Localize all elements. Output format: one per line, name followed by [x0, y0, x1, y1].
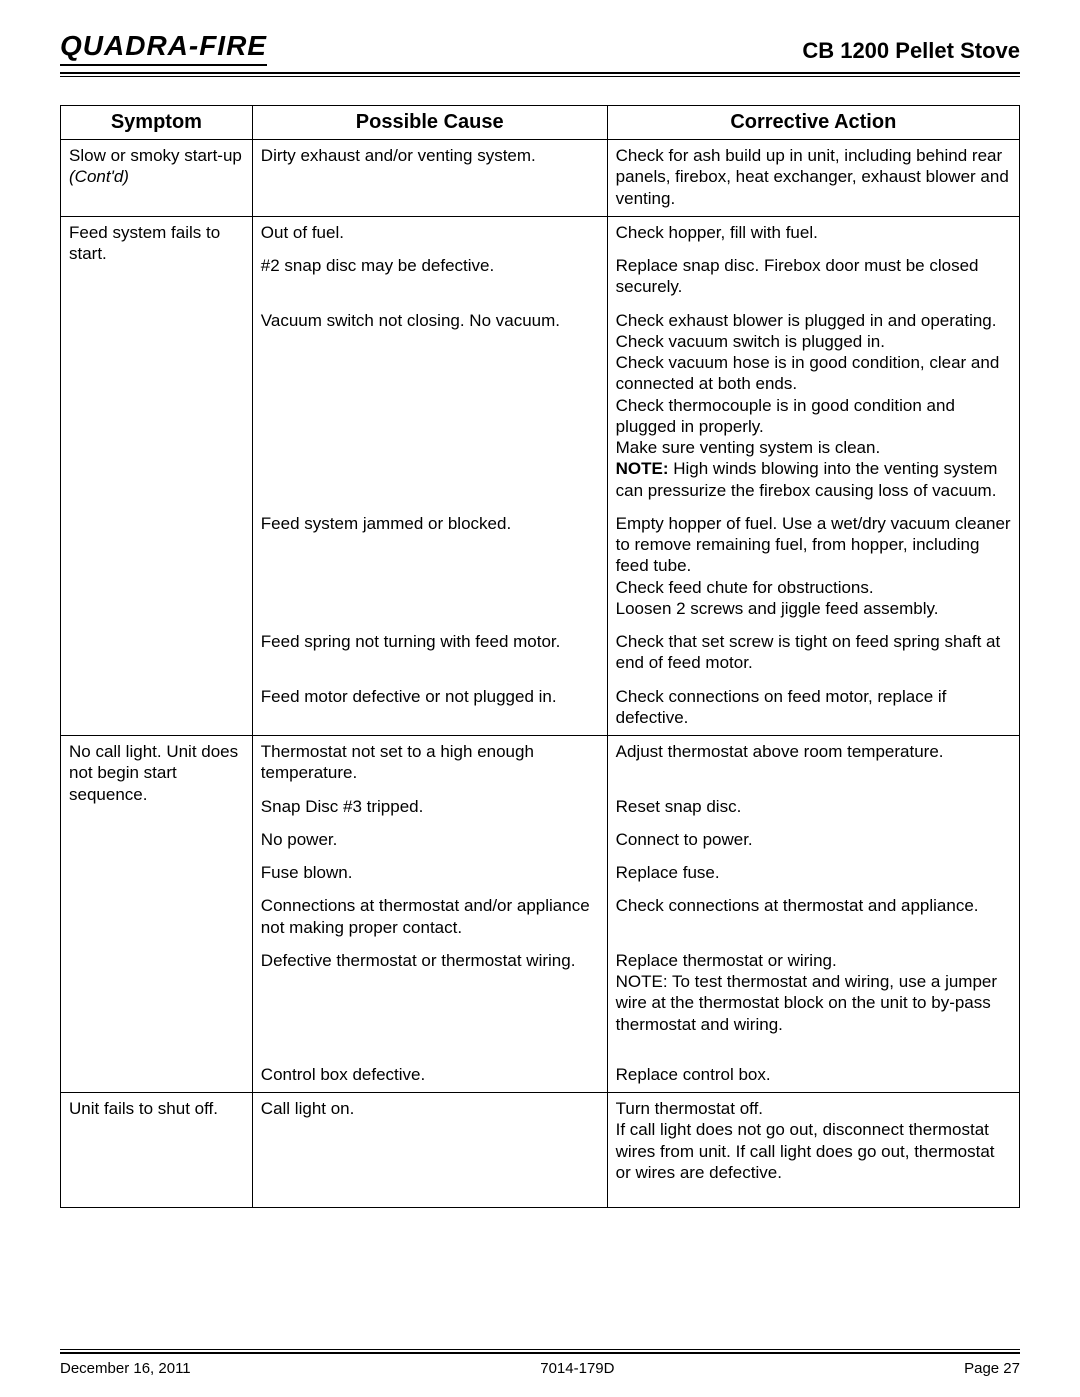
cause-cell: Feed motor defective or not plugged in.: [252, 681, 607, 736]
action-cell: Check hopper, fill with fuel.: [607, 216, 1019, 250]
action-cell: Check exhaust blower is plugged in and o…: [607, 305, 1019, 508]
cause-cell: Control box defective.: [252, 1059, 607, 1093]
page-header: Quadra-Fire CB 1200 Pellet Stove: [60, 30, 1020, 68]
product-title: CB 1200 Pellet Stove: [802, 38, 1020, 64]
cause-cell: #2 snap disc may be defective.: [252, 250, 607, 305]
symptom-cell: Feed system fails to start.: [61, 216, 253, 735]
cause-cell: Fuse blown.: [252, 857, 607, 890]
action-cell: Turn thermostat off.If call light does n…: [607, 1093, 1019, 1208]
brand-logo: Quadra-Fire: [60, 30, 267, 64]
footer-double-rule: [60, 1349, 1020, 1354]
col-header-action: Corrective Action: [607, 106, 1019, 140]
cause-cell: Dirty exhaust and/or venting system.: [252, 140, 607, 217]
action-cell: Replace thermostat or wiring.NOTE: To te…: [607, 945, 1019, 1059]
col-header-symptom: Symptom: [61, 106, 253, 140]
cause-cell: Connections at thermostat and/or applian…: [252, 890, 607, 945]
symptom-cell: No call light. Unit does not begin start…: [61, 736, 253, 1093]
action-cell: Reset snap disc.: [607, 791, 1019, 824]
cause-cell: Feed spring not turning with feed motor.: [252, 626, 607, 681]
footer-docnum: 7014-179D: [540, 1360, 614, 1377]
action-cell: Check connections on feed motor, replace…: [607, 681, 1019, 736]
header-double-rule: [60, 72, 1020, 77]
cause-cell: Vacuum switch not closing. No vacuum.: [252, 305, 607, 508]
table-row: Unit fails to shut off.Call light on.Tur…: [61, 1093, 1020, 1208]
table-row: No call light. Unit does not begin start…: [61, 736, 1020, 791]
cause-cell: Call light on.: [252, 1093, 607, 1208]
cause-cell: Thermostat not set to a high enough temp…: [252, 736, 607, 791]
symptom-cell: Unit fails to shut off.: [61, 1093, 253, 1208]
action-cell: Adjust thermostat above room temperature…: [607, 736, 1019, 791]
troubleshooting-table: Symptom Possible Cause Corrective Action…: [60, 105, 1020, 1208]
action-cell: Connect to power.: [607, 824, 1019, 857]
footer-date: December 16, 2011: [60, 1360, 191, 1377]
action-cell: Replace snap disc. Firebox door must be …: [607, 250, 1019, 305]
action-cell: Replace fuse.: [607, 857, 1019, 890]
page-footer: December 16, 2011 7014-179D Page 27: [60, 1329, 1020, 1377]
symptom-cell: Slow or smoky start-up (Cont'd): [61, 140, 253, 217]
table-row: Slow or smoky start-up (Cont'd)Dirty exh…: [61, 140, 1020, 217]
cause-cell: Out of fuel.: [252, 216, 607, 250]
action-cell: Check connections at thermostat and appl…: [607, 890, 1019, 945]
action-cell: Replace control box.: [607, 1059, 1019, 1093]
cause-cell: Snap Disc #3 tripped.: [252, 791, 607, 824]
table-row: Feed system fails to start.Out of fuel.C…: [61, 216, 1020, 250]
cause-cell: Defective thermostat or thermostat wirin…: [252, 945, 607, 1059]
action-cell: Empty hopper of fuel. Use a wet/dry vacu…: [607, 508, 1019, 626]
action-cell: Check that set screw is tight on feed sp…: [607, 626, 1019, 681]
action-cell: Check for ash build up in unit, includin…: [607, 140, 1019, 217]
col-header-cause: Possible Cause: [252, 106, 607, 140]
cause-cell: Feed system jammed or blocked.: [252, 508, 607, 626]
cause-cell: No power.: [252, 824, 607, 857]
footer-page: Page 27: [964, 1360, 1020, 1377]
